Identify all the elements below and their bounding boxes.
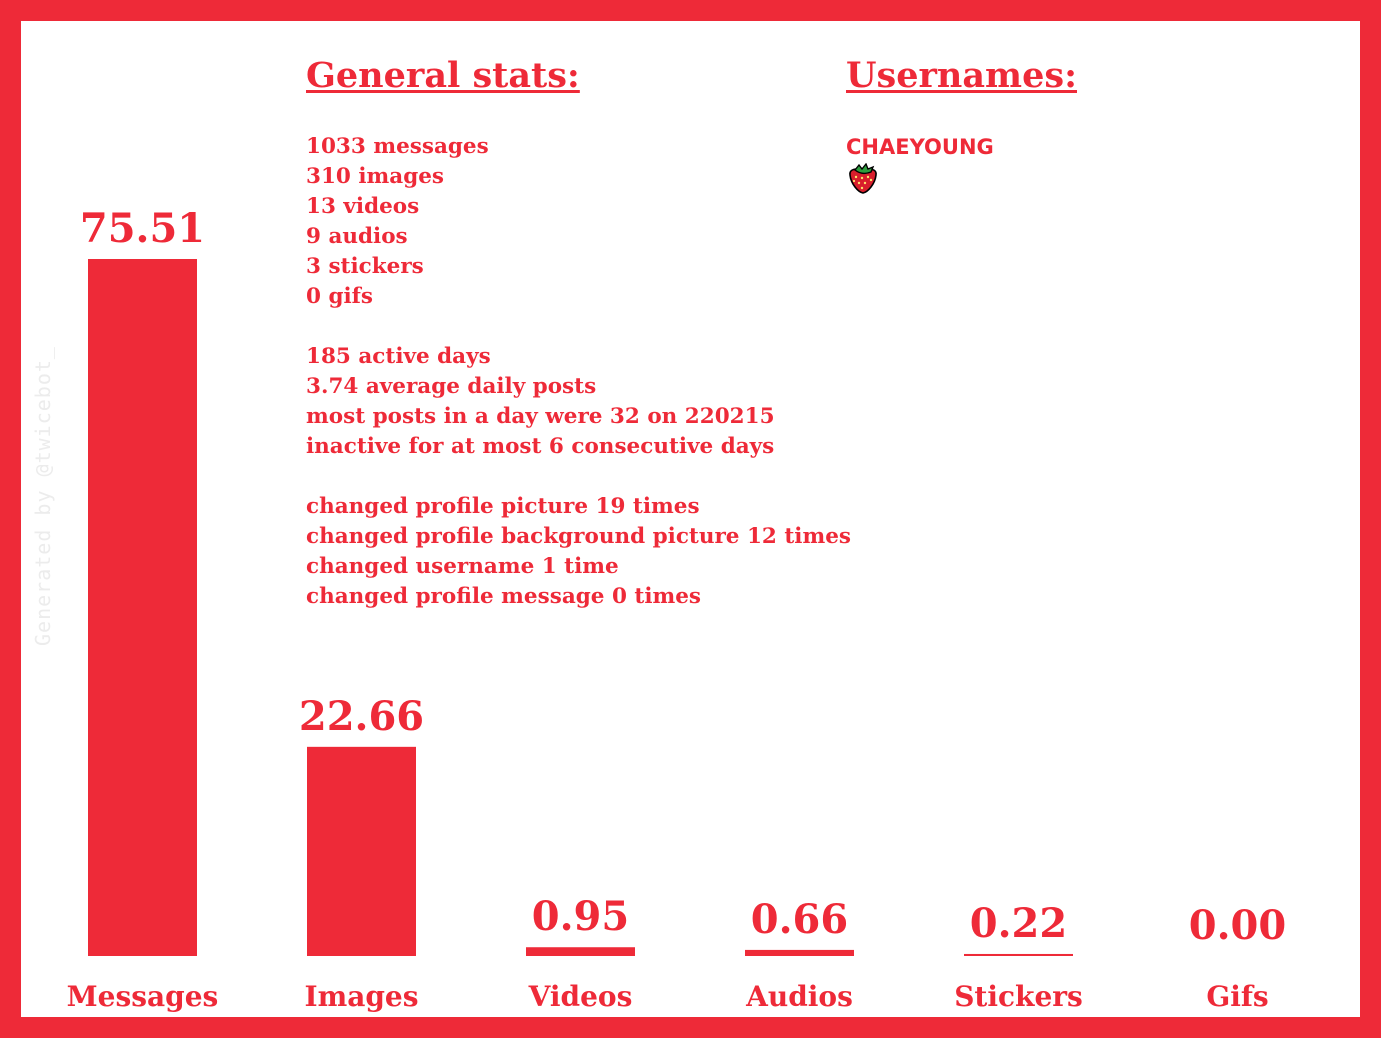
stat-line: 13 videos [306, 194, 420, 219]
poster-frame: Generated by @twicebot_ 75.51 Messages 22.… [21, 21, 1360, 1017]
bar-stickers [964, 953, 1073, 956]
bar-audios [745, 949, 854, 956]
category-label: Stickers [954, 980, 1083, 1013]
stat-line: 9 audios [306, 224, 408, 249]
category-label: Videos [528, 980, 633, 1013]
bar-value-label: 0.22 [970, 900, 1067, 947]
stat-line: most posts in a day were 32 on 220215 [306, 404, 775, 429]
stat-line: 185 active days [306, 344, 491, 369]
general-stats-heading: General stats: [306, 55, 580, 96]
category-label: Audios [745, 980, 853, 1013]
stat-line: 3.74 average daily posts [306, 374, 597, 399]
stat-line: changed profile background picture 12 ti… [306, 524, 851, 549]
stat-line: inactive for at most 6 consecutive days [306, 434, 775, 459]
category-label: Images [304, 980, 418, 1013]
bar-videos [526, 947, 635, 956]
bar-chart: 75.51 Messages 22.66 Images 0.95 Videos 0.66 Au… [67, 205, 1287, 1013]
bar-images [307, 746, 416, 956]
stat-line: 0 gifs [306, 284, 373, 309]
bar-value-label: 0.66 [751, 896, 848, 943]
usernames-list: CHAEYOUNG [846, 132, 994, 162]
usernames-heading: Usernames: [846, 55, 1077, 96]
category-label: Gifs [1206, 980, 1268, 1013]
category-label: Messages [67, 980, 219, 1013]
stat-line: changed profile message 0 times [306, 584, 702, 609]
bar-value-label: 75.51 [80, 205, 205, 252]
bar-value-label: 0.00 [1189, 902, 1286, 949]
stat-line: changed profile picture 19 times [306, 494, 700, 519]
stats-profile: changed profile picture 19 times changed… [306, 492, 851, 612]
bar-value-label: 0.95 [532, 893, 629, 940]
stat-line: changed username 1 time [306, 554, 619, 579]
stats-activity: 185 active days 3.74 average daily posts… [306, 342, 775, 462]
stat-line: 310 images [306, 164, 445, 189]
bar-value-label: 22.66 [299, 693, 424, 740]
strawberry-icon [849, 163, 877, 194]
bar-messages [88, 259, 197, 956]
username-item: CHAEYOUNG [846, 135, 994, 159]
stat-line: 3 stickers [306, 254, 424, 279]
stat-line: 1033 messages [306, 134, 489, 159]
stats-counts: 1033 messages 310 images 13 videos 9 aud… [306, 132, 489, 312]
